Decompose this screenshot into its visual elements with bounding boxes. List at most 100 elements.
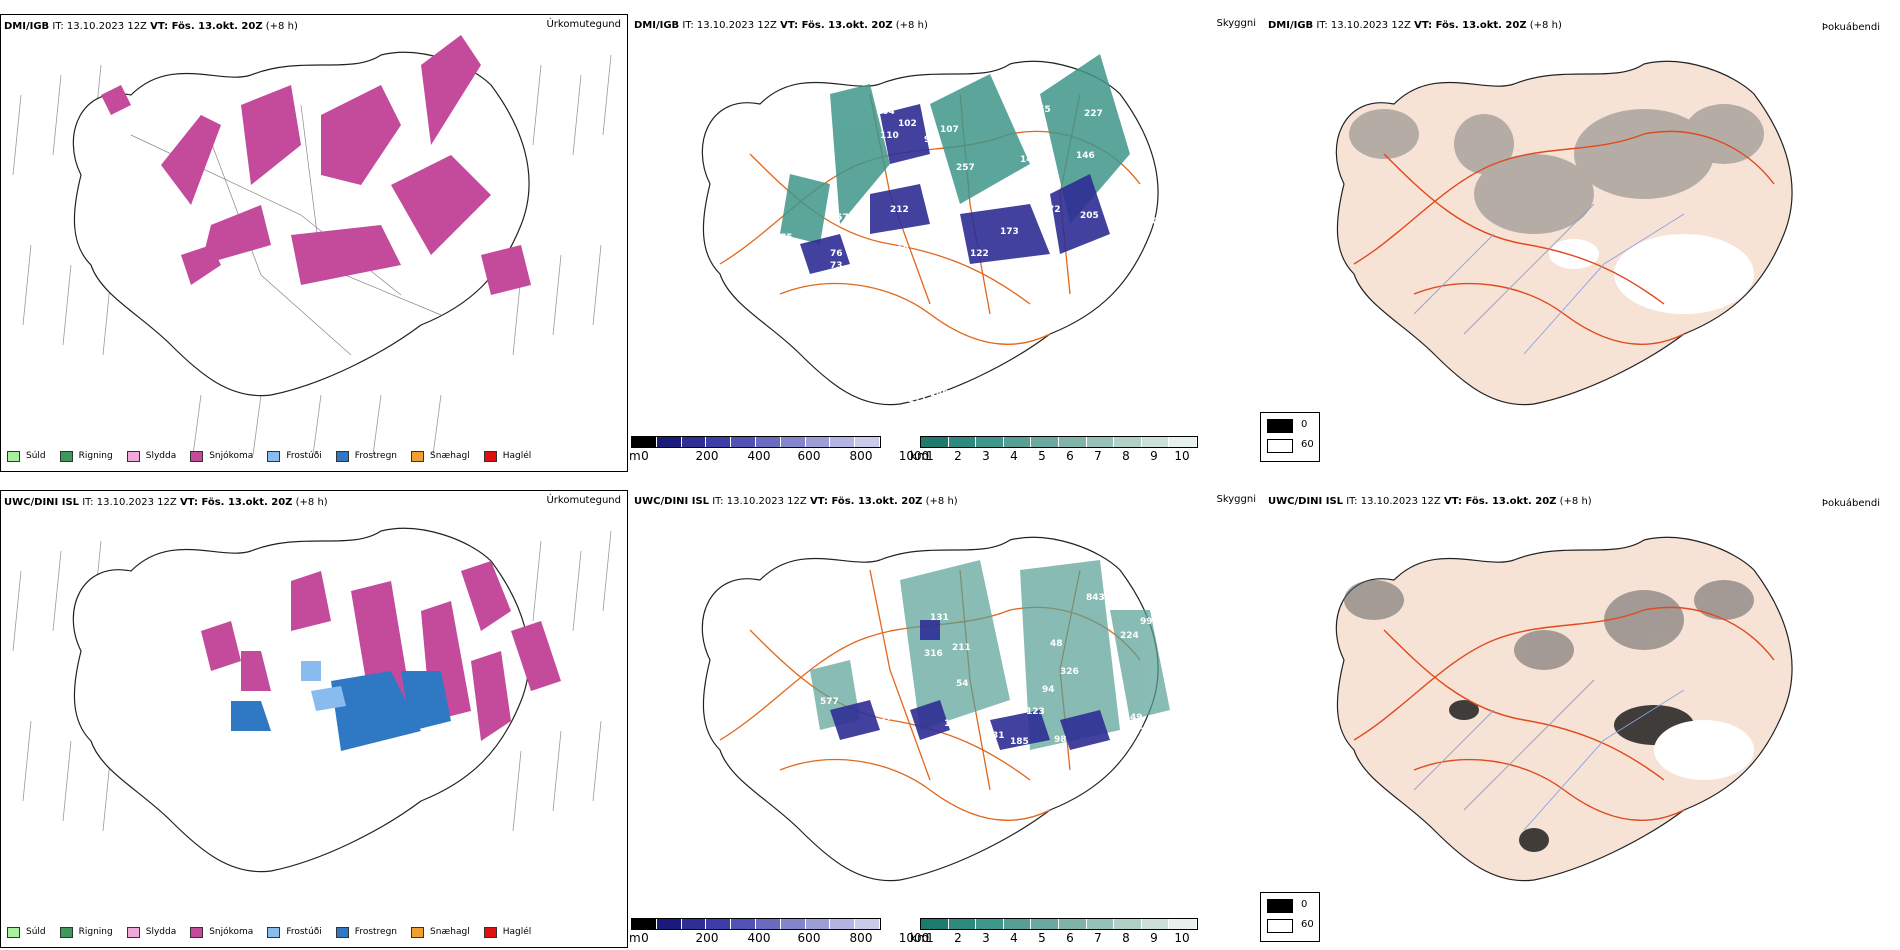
vis-label: 72 bbox=[1048, 205, 1061, 215]
fog-label-top: Þokuábendi bbox=[1821, 22, 1880, 33]
vis-label: 97 bbox=[1116, 739, 1129, 749]
vis-label: 100 bbox=[890, 245, 909, 255]
fog-panel-top: DMI/IGB IT: 13.10.2023 12Z VT: Fös. 13.o… bbox=[1260, 14, 1900, 474]
vis-label: 155 bbox=[1032, 105, 1051, 115]
legend-item: Haglél bbox=[483, 925, 531, 939]
visibility-map-bottom: 843 131 211 316 99 224 597 256 268 48 32… bbox=[701, 536, 1185, 882]
vis-label: 597 bbox=[1166, 639, 1185, 649]
visibility-label-top: Skyggni bbox=[1216, 18, 1256, 29]
precip-type-panel-bottom: UWC/DINI ISL IT: 13.10.2023 12Z VT: Fös.… bbox=[0, 490, 628, 948]
vis-label: 203 bbox=[1146, 217, 1165, 227]
vis-label: 173 bbox=[1000, 227, 1019, 237]
visibility-scale-m-bottom: m 0 200 400 600 800 1000 bbox=[629, 918, 929, 950]
precip-type-panel-top: DMI/IGB IT: 13.10.2023 12Z VT: Fös. 13.o… bbox=[0, 14, 628, 472]
legend-item: Snjókoma bbox=[190, 925, 253, 939]
visibility-scale-km-top: km 1 2 3 4 5 6 7 8 9 10 bbox=[910, 436, 1198, 468]
vis-label: 227 bbox=[1084, 109, 1103, 119]
vis-label: 843 bbox=[1086, 593, 1105, 603]
vis-label: 122 bbox=[970, 249, 989, 259]
visibility-panel-top: DMI/IGB IT: 13.10.2023 12Z VT: Fös. 13.o… bbox=[629, 14, 1270, 474]
vis-label: 140 bbox=[1020, 155, 1039, 165]
vis-label: 257 bbox=[956, 163, 975, 173]
vis-label: 86 bbox=[1112, 257, 1125, 267]
vis-label: 132 bbox=[924, 187, 943, 197]
visibility-label-bottom: Skyggni bbox=[1216, 494, 1256, 505]
visibility-scale-m-top: m 0 200 400 600 800 1000 bbox=[629, 436, 929, 468]
vis-label: 577 bbox=[820, 697, 839, 707]
vis-label: 107 bbox=[940, 125, 959, 135]
vis-label: 92 bbox=[1048, 257, 1061, 267]
precip-type-map-bottom bbox=[12, 527, 612, 873]
precip-type-map-top bbox=[12, 35, 612, 456]
vis-label: 94 bbox=[1042, 685, 1055, 695]
vis-label: 75 bbox=[780, 233, 793, 243]
vis-label: 131 bbox=[930, 613, 949, 623]
vis-label: 98 bbox=[924, 135, 937, 145]
fog-map-top bbox=[1335, 60, 1793, 406]
legend-item: Rigning bbox=[59, 449, 113, 463]
legend-item: Rigning bbox=[59, 925, 113, 939]
vis-label: 99 bbox=[1140, 617, 1153, 627]
vis-label: 205 bbox=[1080, 211, 1099, 221]
visibility-panel-bottom: UWC/DINI ISL IT: 13.10.2023 12Z VT: Fös.… bbox=[629, 490, 1270, 950]
vis-label: 102 bbox=[898, 119, 917, 129]
precip-type-label-bottom: Úrkomutegund bbox=[546, 495, 621, 506]
vis-label: 256 bbox=[1166, 653, 1185, 663]
vis-label: 104 bbox=[876, 107, 895, 117]
precip-legend-top: Súld Rigning Slydda Snjókoma Frostúði Fr… bbox=[7, 449, 545, 463]
legend-item: Snæhagl bbox=[411, 925, 470, 939]
vis-label: 224 bbox=[1120, 631, 1139, 641]
vis-label: 17 bbox=[932, 351, 945, 361]
vis-label: 90 bbox=[1012, 259, 1025, 269]
vis-label: 307 bbox=[1140, 727, 1159, 737]
legend-item: Slydda bbox=[126, 925, 176, 939]
legend-item: Frostúði bbox=[267, 925, 322, 939]
panel-title-bottom-right: UWC/DINI ISL IT: 13.10.2023 12Z VT: Fös.… bbox=[1268, 496, 1592, 507]
panel-title-bottom-mid: UWC/DINI ISL IT: 13.10.2023 12Z VT: Fös.… bbox=[634, 496, 958, 507]
vis-label: 123 bbox=[1026, 707, 1045, 717]
panel-title-bottom-left: UWC/DINI ISL IT: 13.10.2023 12Z VT: Fös.… bbox=[4, 497, 328, 508]
vis-label: 73 bbox=[830, 261, 843, 271]
vis-label: 149 bbox=[930, 389, 949, 399]
vis-label: 36 bbox=[914, 349, 927, 359]
vis-label: 212 bbox=[890, 205, 909, 215]
vis-label: 12 bbox=[870, 273, 883, 283]
legend-item: Haglél bbox=[483, 449, 531, 463]
vis-label: 146 bbox=[1076, 151, 1095, 161]
vis-label: 93 bbox=[852, 239, 865, 249]
legend-item: Frostúði bbox=[267, 449, 322, 463]
vis-label: 31 bbox=[992, 731, 1005, 741]
vis-label: 121 bbox=[944, 719, 963, 729]
vis-label: 76 bbox=[830, 249, 843, 259]
vis-label: 97 bbox=[880, 713, 893, 723]
legend-item: Snjókoma bbox=[190, 449, 253, 463]
legend-item: Súld bbox=[7, 449, 46, 463]
vis-label: 211 bbox=[908, 395, 927, 405]
fog-map-bottom bbox=[1335, 536, 1793, 882]
vis-label: 48 bbox=[1050, 639, 1063, 649]
vis-label: 211 bbox=[952, 643, 971, 653]
legend-item: Slydda bbox=[126, 449, 176, 463]
vis-label: 326 bbox=[1060, 667, 1079, 677]
visibility-map-top: 40 105 104 102 110 98 107 227 155 140 14… bbox=[701, 54, 1173, 406]
precip-type-label-top: Úrkomutegund bbox=[546, 19, 621, 30]
fog-panel-bottom: UWC/DINI ISL IT: 13.10.2023 12Z VT: Fös.… bbox=[1260, 490, 1900, 950]
fog-legend-top: 0 60 bbox=[1260, 412, 1320, 462]
vis-label: 316 bbox=[924, 649, 943, 659]
fog-legend-bottom: 0 60 bbox=[1260, 892, 1320, 942]
panel-title-top-right: DMI/IGB IT: 13.10.2023 12Z VT: Fös. 13.o… bbox=[1268, 20, 1562, 31]
fog-label-bottom: Þokuábendi bbox=[1821, 498, 1880, 509]
legend-item: Snæhagl bbox=[411, 449, 470, 463]
vis-label: 52 bbox=[1160, 167, 1173, 177]
panel-title-top-mid: DMI/IGB IT: 13.10.2023 12Z VT: Fös. 13.o… bbox=[634, 20, 928, 31]
vis-label: 268 bbox=[1164, 665, 1183, 675]
precip-legend-bottom: Súld Rigning Slydda Snjókoma Frostúði Fr… bbox=[7, 925, 545, 939]
vis-label: 40 bbox=[720, 97, 733, 107]
vis-label: 157 bbox=[830, 213, 849, 223]
vis-label: 54 bbox=[956, 679, 969, 689]
panel-title-top-left: DMI/IGB IT: 13.10.2023 12Z VT: Fös. 13.o… bbox=[4, 21, 298, 32]
vis-label: 185 bbox=[1010, 737, 1029, 747]
vis-label: 33 bbox=[788, 249, 801, 259]
vis-label: 105 bbox=[738, 127, 757, 137]
legend-item: Frostregn bbox=[335, 925, 397, 939]
